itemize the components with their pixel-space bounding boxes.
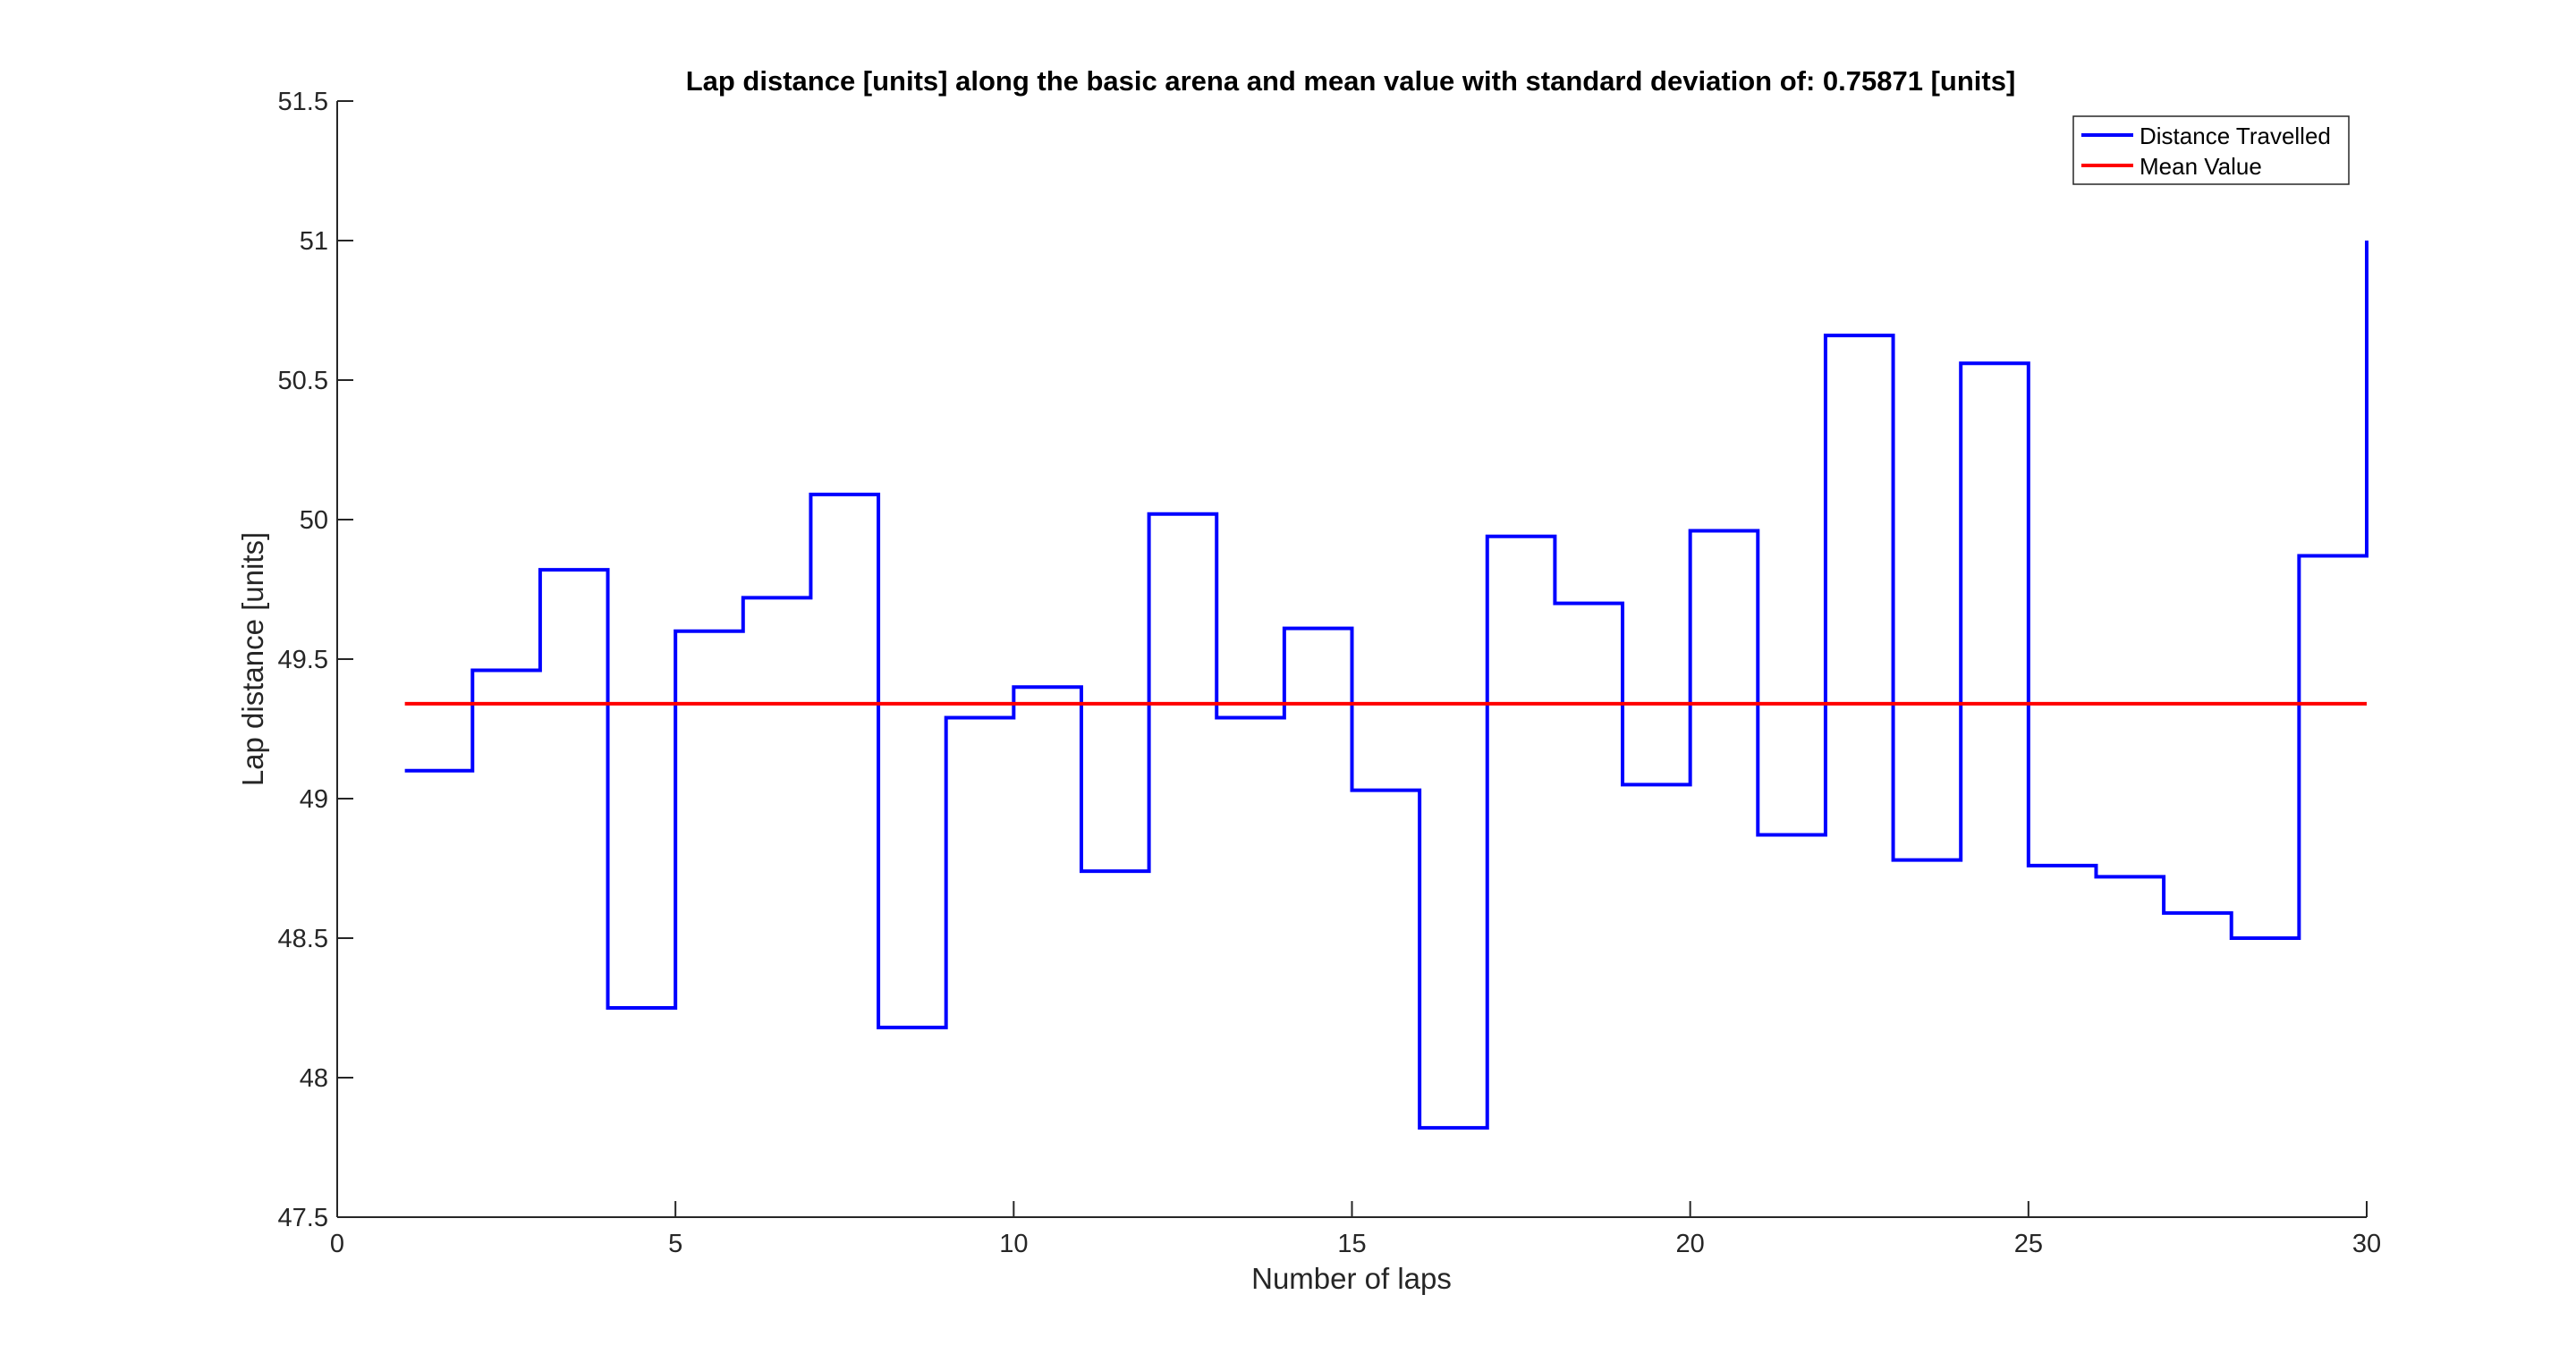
x-tick-label: 25 bbox=[2014, 1230, 2043, 1258]
y-tick-label: 48 bbox=[300, 1064, 328, 1093]
y-tick-label: 51 bbox=[300, 227, 328, 256]
x-tick-label: 5 bbox=[668, 1230, 682, 1258]
x-tick-label: 10 bbox=[999, 1230, 1028, 1258]
x-ticks: 0 5 10 15 20 25 30 bbox=[330, 1201, 2381, 1258]
legend-box bbox=[2072, 115, 2350, 185]
x-axis-label: Number of laps bbox=[1251, 1262, 1452, 1295]
y-tick-label: 49.5 bbox=[278, 646, 328, 674]
legend-label-mean-value: Mean Value bbox=[2140, 153, 2262, 180]
x-tick-label: 30 bbox=[2352, 1230, 2381, 1258]
series-line-distance-travelled bbox=[404, 241, 2368, 1130]
y-tick-label: 48.5 bbox=[278, 925, 328, 953]
y-tick-label: 50 bbox=[300, 506, 328, 535]
chart-title: Lap distance [units] along the basic are… bbox=[686, 65, 2016, 97]
y-tick-label: 49 bbox=[300, 785, 328, 814]
x-tick-label: 0 bbox=[330, 1230, 344, 1258]
plot-area bbox=[404, 241, 2368, 1130]
y-tick-label: 51.5 bbox=[278, 88, 328, 116]
y-tick-label: 50.5 bbox=[278, 367, 328, 395]
y-ticks: 47.5 48 48.5 49 49.5 50 50.5 51 51.5 bbox=[278, 88, 353, 1232]
legend: Distance Travelled Mean Value bbox=[2072, 115, 2350, 185]
y-axis-label: Lap distance [units] bbox=[236, 532, 269, 786]
x-tick-label: 20 bbox=[1676, 1230, 1705, 1258]
y-tick-label: 47.5 bbox=[278, 1204, 328, 1232]
x-tick-label: 15 bbox=[1337, 1230, 1366, 1258]
legend-label-distance-travelled: Distance Travelled bbox=[2140, 123, 2331, 149]
